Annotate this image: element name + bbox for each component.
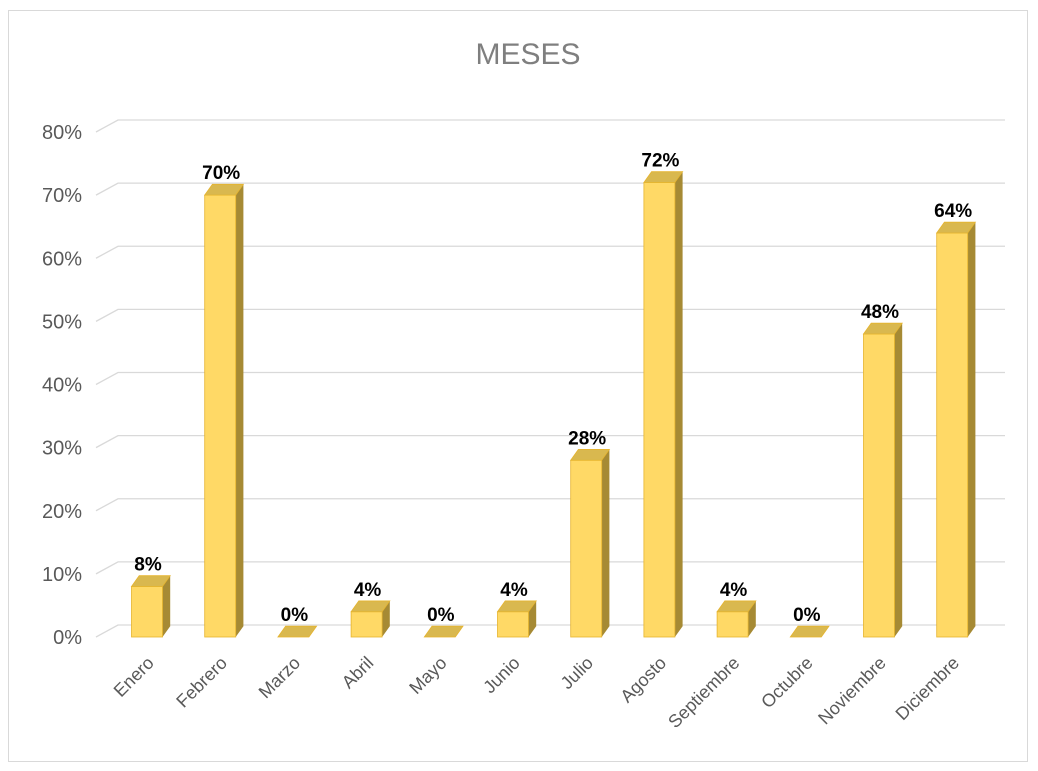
chart-title: MESES <box>475 38 580 71</box>
data-label: 4% <box>354 580 382 601</box>
gridlines <box>95 119 1005 638</box>
data-label: 72% <box>641 151 679 172</box>
bar-side <box>235 184 244 637</box>
bar-top <box>496 600 537 613</box>
bar-side <box>894 323 903 637</box>
data-label: 0% <box>793 605 821 626</box>
data-label: 4% <box>500 580 528 601</box>
x-tick-label: Junio <box>479 653 524 698</box>
bar <box>350 600 391 638</box>
bar <box>423 625 464 638</box>
bar <box>496 600 537 638</box>
bars <box>130 171 977 638</box>
bar-top <box>423 625 464 638</box>
bar-front <box>863 333 895 638</box>
bar-side <box>528 600 537 637</box>
gridline <box>95 498 1005 512</box>
bar-top <box>789 625 830 638</box>
y-tick-label: 80% <box>42 122 82 144</box>
x-axis: Enero Febrero Marzo Abril Mayo Junio Julio Agos… <box>110 653 963 732</box>
data-labels: 8% 70% 0% 4% 0% 4% 28% 72% 4% 0% 48% 64% <box>134 151 972 627</box>
gridline <box>95 182 1005 196</box>
bar-side <box>601 449 610 637</box>
gridline <box>95 119 1005 133</box>
bar <box>643 171 684 638</box>
gridline <box>95 371 1005 386</box>
bar-front <box>204 194 237 638</box>
data-label: 0% <box>427 605 455 626</box>
data-label: 28% <box>568 428 606 449</box>
y-tick-label: 30% <box>42 438 82 460</box>
bar-front <box>350 611 383 638</box>
y-tick-label: 20% <box>42 501 82 523</box>
y-tick-label: 60% <box>42 248 82 270</box>
x-tick-label: Julio <box>557 653 597 693</box>
bar-front <box>497 611 529 638</box>
x-tick-label: Marzo <box>255 653 305 703</box>
bar-front <box>643 182 676 638</box>
bar <box>716 600 757 638</box>
bar-top <box>569 449 611 461</box>
bar-front <box>570 459 603 638</box>
bar <box>862 322 903 638</box>
data-label: 4% <box>720 580 748 601</box>
data-label: 0% <box>281 605 309 626</box>
bar <box>277 625 318 638</box>
y-tick-label: 40% <box>42 375 82 397</box>
bar <box>569 449 611 638</box>
bar-front <box>716 611 749 638</box>
x-tick-label: Abril <box>338 653 378 693</box>
data-label: 8% <box>134 555 162 576</box>
bar <box>130 575 171 638</box>
y-tick-label: 10% <box>42 564 82 586</box>
bar-front <box>131 586 163 638</box>
x-tick-label: Diciembre <box>892 653 963 724</box>
bar-side <box>748 600 756 637</box>
x-tick-label: Noviembre <box>814 653 890 729</box>
x-tick-label: Mayo <box>405 653 450 698</box>
bar-side <box>162 575 171 637</box>
y-tick-label: 50% <box>42 311 82 333</box>
x-tick-label: Febrero <box>172 653 231 712</box>
x-tick-label: Septiembre <box>664 653 743 732</box>
bar-top <box>716 600 757 613</box>
x-tick-label: Enero <box>110 653 158 701</box>
gridline <box>95 624 1005 638</box>
gridline <box>95 434 1005 449</box>
gridline <box>95 561 1005 575</box>
bar <box>935 221 977 638</box>
data-label: 64% <box>934 201 972 222</box>
bar <box>203 183 245 638</box>
data-label: 70% <box>202 163 240 184</box>
bar-side <box>674 171 683 637</box>
bar-top <box>643 171 684 183</box>
bar-top <box>862 322 903 335</box>
bar-front <box>936 232 969 638</box>
x-tick-label: Octubre <box>757 653 816 712</box>
bar-top <box>277 625 318 638</box>
bar-side <box>967 222 976 637</box>
gridline <box>95 245 1005 259</box>
x-tick-label: Agosto <box>616 653 670 707</box>
bar-top <box>350 600 391 613</box>
bar <box>789 625 830 638</box>
gridline <box>95 308 1005 322</box>
y-axis: 0% 10% 20% 30% 40% 50% 60% 70% 80% <box>42 122 82 649</box>
bar-side <box>382 600 390 637</box>
bar-top <box>130 575 171 587</box>
y-tick-label: 0% <box>53 627 82 649</box>
y-tick-label: 70% <box>42 185 82 207</box>
bar-top <box>203 183 245 196</box>
bar-top <box>935 221 977 234</box>
data-label: 48% <box>861 302 899 323</box>
